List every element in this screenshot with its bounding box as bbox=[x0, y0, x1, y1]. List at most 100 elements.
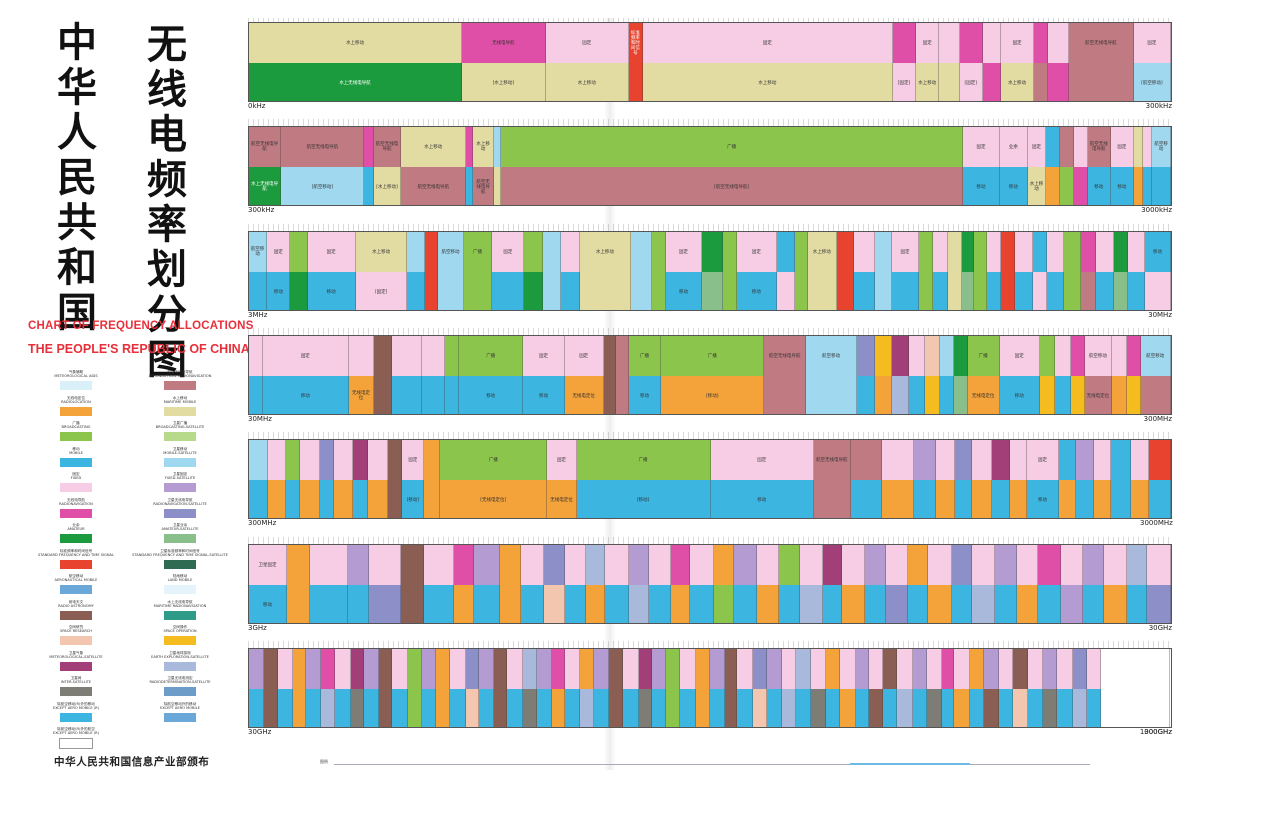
band-row: 航空无线电导航 航空无线电导航 航空无线电导航 水上移动 水上移动 广播 固定 业余 固定 航空无… bbox=[249, 127, 1171, 167]
allocation-cell bbox=[951, 585, 973, 623]
allocation-cell bbox=[897, 689, 913, 727]
allocation-cell bbox=[438, 272, 464, 310]
allocation-cell bbox=[1096, 272, 1115, 310]
allocation-cell bbox=[544, 545, 565, 585]
allocation-cell bbox=[826, 649, 840, 689]
allocation-label: [移动] bbox=[636, 497, 650, 503]
allocation-cell bbox=[350, 689, 365, 727]
legend-label-cn: 卫星广播 bbox=[172, 421, 188, 425]
allocation-cell: 固定 bbox=[963, 127, 1001, 167]
allocation-cell bbox=[1127, 336, 1141, 376]
legend-label-cn: 水上无线电导航 bbox=[167, 599, 193, 604]
allocation-label: 固定 bbox=[1012, 40, 1022, 46]
legend-label-cn: 卫星地球探测 bbox=[169, 650, 191, 655]
frequency-band: 固定 广播 固定 广播 固定 航空无线电导航 固定 [移动] [无线电定位] 无线电定位 [移动] 移… bbox=[248, 439, 1172, 519]
legend-label-en: RADIOLOCATION bbox=[61, 399, 91, 404]
allocation-cell bbox=[564, 545, 587, 585]
legend-label: 除航空移动外的移动 EXCEPT AERO MOBILE bbox=[132, 702, 228, 712]
allocation-cell: 广播 bbox=[628, 336, 662, 376]
allocation-cell bbox=[724, 689, 738, 727]
allocation-label: 固定 bbox=[900, 249, 910, 255]
allocation-cell bbox=[933, 272, 948, 310]
frequency-band: 航空无线电导航 航空无线电导航 航空无线电导航 水上移动 水上移动 广播 固定 业余 固定 航空无… bbox=[248, 126, 1172, 206]
allocation-cell: [移动] bbox=[402, 480, 425, 518]
legend-label: 卫星标准频率和时间信号 STANDARD FREQUENCY AND TIME S… bbox=[132, 549, 228, 559]
legend-item: 固定 FIXED bbox=[28, 472, 124, 502]
band-row bbox=[249, 689, 1171, 727]
allocation-cell bbox=[941, 689, 955, 727]
allocation-cell bbox=[249, 689, 264, 727]
allocation-label: 固定 bbox=[757, 457, 767, 463]
legend-item: 卫星标准频率和时间信号 STANDARD FREQUENCY AND TIME S… bbox=[132, 549, 228, 579]
legend-label-en: MOBILE bbox=[69, 450, 83, 455]
allocation-cell bbox=[1000, 232, 1015, 272]
allocation-cell bbox=[865, 545, 886, 585]
allocation-cell bbox=[983, 689, 999, 727]
title-glyph: 和 bbox=[57, 244, 97, 291]
allocation-cell bbox=[882, 480, 914, 518]
allocation-cell bbox=[891, 272, 920, 310]
allocation-cell: 广播 bbox=[459, 336, 524, 376]
legend-swatch bbox=[60, 534, 92, 543]
band-end-label: 3000MHz bbox=[1140, 519, 1173, 527]
allocation-cell bbox=[348, 585, 369, 623]
allocation-label: 航空移动 bbox=[822, 353, 841, 359]
allocation-cell bbox=[1058, 440, 1076, 480]
allocation-cell bbox=[424, 232, 439, 272]
allocation-cell bbox=[991, 480, 1011, 518]
legend-label-cn: 卫星标准频率和时间信号 bbox=[160, 548, 200, 553]
allocation-cell bbox=[1112, 376, 1128, 414]
scale-row: 图例 bbox=[320, 759, 1090, 768]
allocation-cell bbox=[463, 272, 493, 310]
allocation-cell bbox=[695, 689, 710, 727]
legend-label-en: MOBILE-SATELLITE bbox=[163, 450, 197, 455]
allocation-cell bbox=[609, 689, 623, 727]
legend-label: 除航空移动(R)外的航空 EXCEPT AERO MOBILE (R) bbox=[28, 727, 124, 737]
allocation-cell: 固定 bbox=[564, 336, 604, 376]
band-start-label: 30MHz bbox=[248, 415, 272, 423]
allocation-cell bbox=[1075, 440, 1095, 480]
allocation-cell bbox=[826, 689, 840, 727]
allocation-cell: 移动 bbox=[249, 585, 287, 623]
allocation-cell bbox=[493, 167, 502, 205]
title-english-line-1: CHART OF FREQUENCY ALLOCATIONS bbox=[28, 320, 254, 332]
legend-label: 固定 FIXED bbox=[28, 472, 124, 482]
allocation-cell bbox=[263, 649, 278, 689]
allocation-cell: 无线电定位 bbox=[1084, 376, 1113, 414]
allocation-cell bbox=[1086, 689, 1102, 727]
allocation-cell bbox=[1073, 127, 1088, 167]
allocation-label: 移动 bbox=[486, 393, 496, 399]
allocation-cell bbox=[853, 232, 875, 272]
allocation-cell bbox=[1063, 272, 1082, 310]
allocation-cell bbox=[1028, 689, 1044, 727]
legend-label-en: METEOROLOGICAL AIDS bbox=[54, 374, 98, 379]
legend-label-cn: 除航空移动外的移动 bbox=[163, 701, 197, 706]
allocation-cell bbox=[836, 232, 854, 272]
allocation-cell bbox=[334, 440, 353, 480]
allocation-cell bbox=[839, 649, 856, 689]
allocation-label: 业余 bbox=[1008, 144, 1018, 150]
allocation-cell bbox=[926, 689, 942, 727]
allocation-cell bbox=[776, 232, 796, 272]
title-glyph: 民 bbox=[57, 154, 97, 201]
allocation-cell bbox=[690, 545, 714, 585]
legend-label: 气象辅助 METEOROLOGICAL AIDS bbox=[28, 370, 124, 380]
allocation-cell: [航空无线电导航] bbox=[501, 167, 964, 205]
allocation-cell bbox=[842, 585, 866, 623]
allocation-cell bbox=[622, 689, 639, 727]
allocation-cell bbox=[724, 649, 738, 689]
legend-label: 水上无线电导航 MARITIME RADIONAVIGATION bbox=[132, 600, 228, 610]
legend-label-cn: 标准频率和时间信号 bbox=[59, 548, 93, 553]
allocation-cell bbox=[500, 545, 521, 585]
allocation-cell bbox=[537, 649, 552, 689]
legend-label-en: INTER-SATELLITE bbox=[60, 680, 92, 685]
allocation-cell: 移动 bbox=[262, 376, 349, 414]
allocation-cell bbox=[374, 376, 393, 414]
legend-item: 卫星移动 MOBILE-SATELLITE bbox=[132, 447, 228, 477]
allocation-cell bbox=[651, 649, 667, 689]
allocation-cell bbox=[1068, 63, 1134, 101]
allocation-cell bbox=[891, 336, 910, 376]
allocation-cell bbox=[807, 272, 837, 310]
allocation-cell bbox=[970, 649, 984, 689]
legend-swatch bbox=[60, 610, 92, 620]
